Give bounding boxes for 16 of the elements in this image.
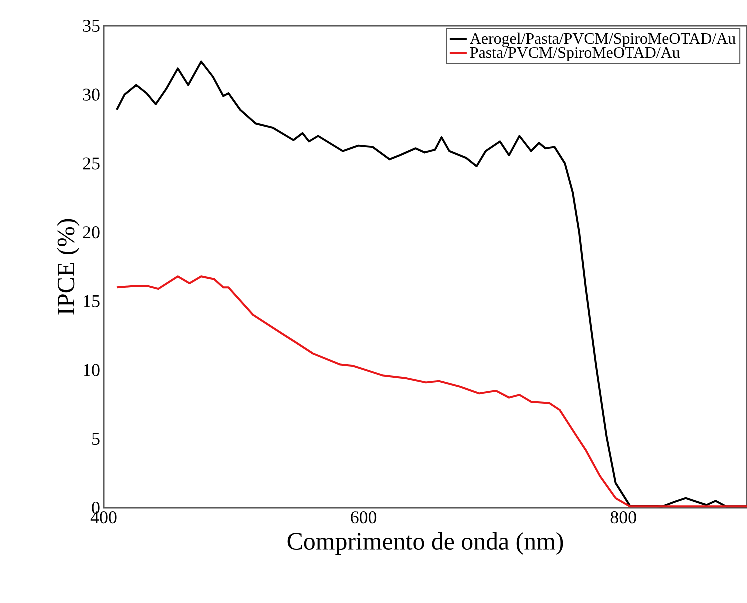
x-tick-label: 400 (90, 512, 117, 524)
y-tick-label: 35 (83, 20, 100, 32)
legend-label: Pasta/PVCM/SpiroMeOTAD/Au (470, 47, 680, 62)
legend-label: Aerogel/Pasta/PVCM/SpiroMeOTAD/Au (470, 32, 736, 48)
line-series (116, 276, 747, 508)
y-axis-title: IPCE (%) (57, 219, 80, 315)
y-tick-label: 20 (83, 226, 100, 239)
x-axis-title: Comprimento de onda (nm) (288, 532, 564, 556)
y-tick-label: 15 (84, 295, 100, 308)
y-tick-label: 30 (83, 88, 100, 101)
y-tick-label: 10 (84, 364, 100, 376)
y-tick-label: 25 (83, 158, 100, 170)
y-tick-label: 5 (92, 433, 100, 446)
y-tick-label: 0 (92, 502, 100, 514)
x-tick-label: 800 (610, 512, 636, 524)
x-tick-label: 600 (351, 512, 377, 524)
